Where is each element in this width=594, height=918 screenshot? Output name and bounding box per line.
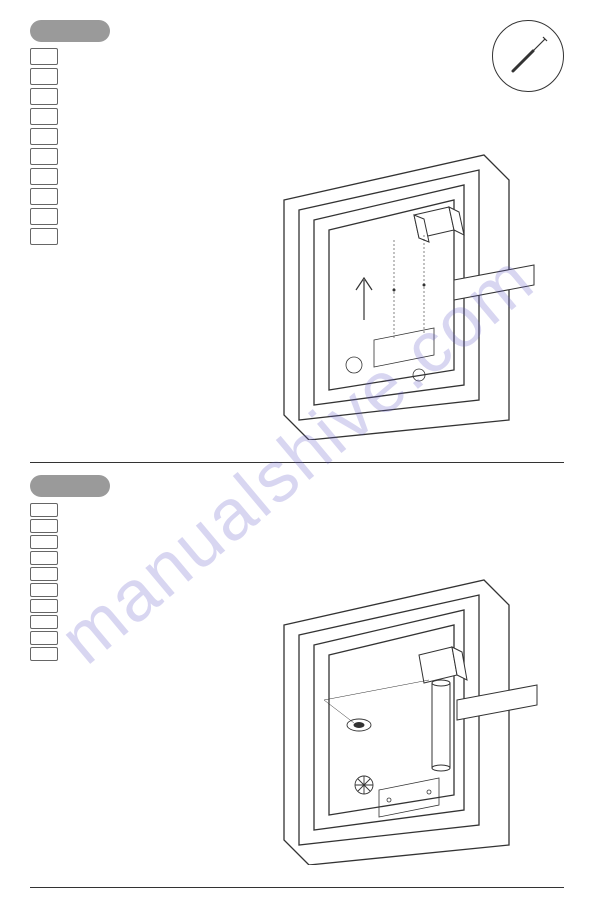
lang-box xyxy=(30,551,58,565)
section-divider xyxy=(30,462,564,463)
section-step-upper xyxy=(30,20,564,455)
lang-box xyxy=(30,88,58,105)
lang-box xyxy=(30,48,58,65)
section-step-lower xyxy=(30,475,564,875)
lang-box xyxy=(30,567,58,581)
lang-box xyxy=(30,631,58,645)
lang-box xyxy=(30,535,58,549)
lang-box xyxy=(30,128,58,145)
lang-box xyxy=(30,148,58,165)
lang-box xyxy=(30,647,58,661)
illustration-door-lower xyxy=(254,565,544,865)
step-badge xyxy=(30,475,110,497)
lang-box xyxy=(30,615,58,629)
lang-box xyxy=(30,208,58,225)
lang-box xyxy=(30,599,58,613)
lang-box xyxy=(30,168,58,185)
step-badge xyxy=(30,20,110,42)
lang-box xyxy=(30,519,58,533)
lang-box xyxy=(30,188,58,205)
tool-required-circle xyxy=(492,20,564,92)
illustration-door-upper xyxy=(254,140,544,440)
lang-box xyxy=(30,108,58,125)
footer-divider xyxy=(30,887,564,888)
screwdriver-icon xyxy=(503,31,553,81)
page: manualshive.com xyxy=(0,0,594,918)
lang-box xyxy=(30,228,58,245)
lang-box xyxy=(30,583,58,597)
lang-box xyxy=(30,68,58,85)
lang-box xyxy=(30,503,58,517)
